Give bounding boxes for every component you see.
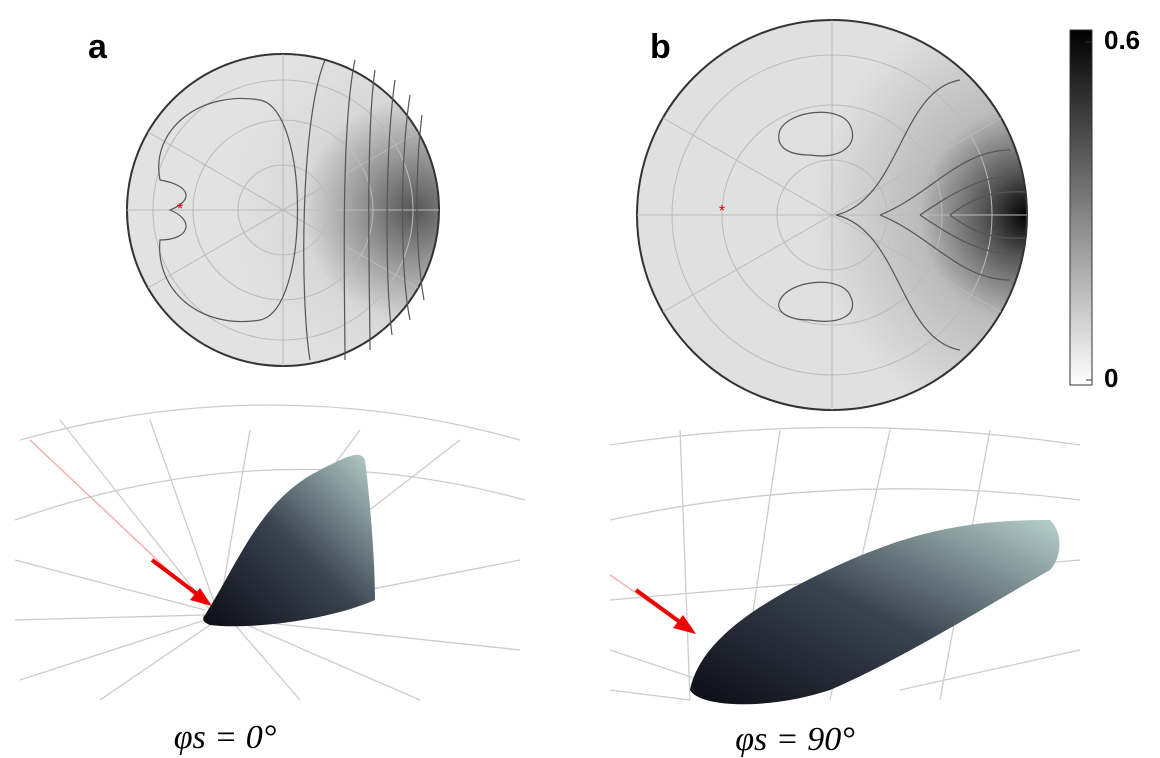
caption: φs = 0° — [174, 719, 277, 756]
colorbar: 0.60 — [1069, 25, 1140, 393]
colorbar-scale — [1069, 29, 1093, 386]
caption: φs = 90° — [735, 721, 855, 758]
tick-label: 0.6 — [1104, 25, 1140, 55]
panel-a: * a — [88, 28, 440, 367]
svg-text:*: * — [177, 201, 183, 218]
render-b: φs = 90° — [609, 426, 1081, 758]
panel-b: * b — [636, 19, 1028, 411]
tick-label: 0 — [1104, 363, 1118, 393]
render-a: φs = 0° — [14, 404, 526, 756]
panel-label: b — [650, 28, 671, 66]
panel-label: a — [88, 28, 108, 66]
svg-text:*: * — [719, 203, 725, 220]
